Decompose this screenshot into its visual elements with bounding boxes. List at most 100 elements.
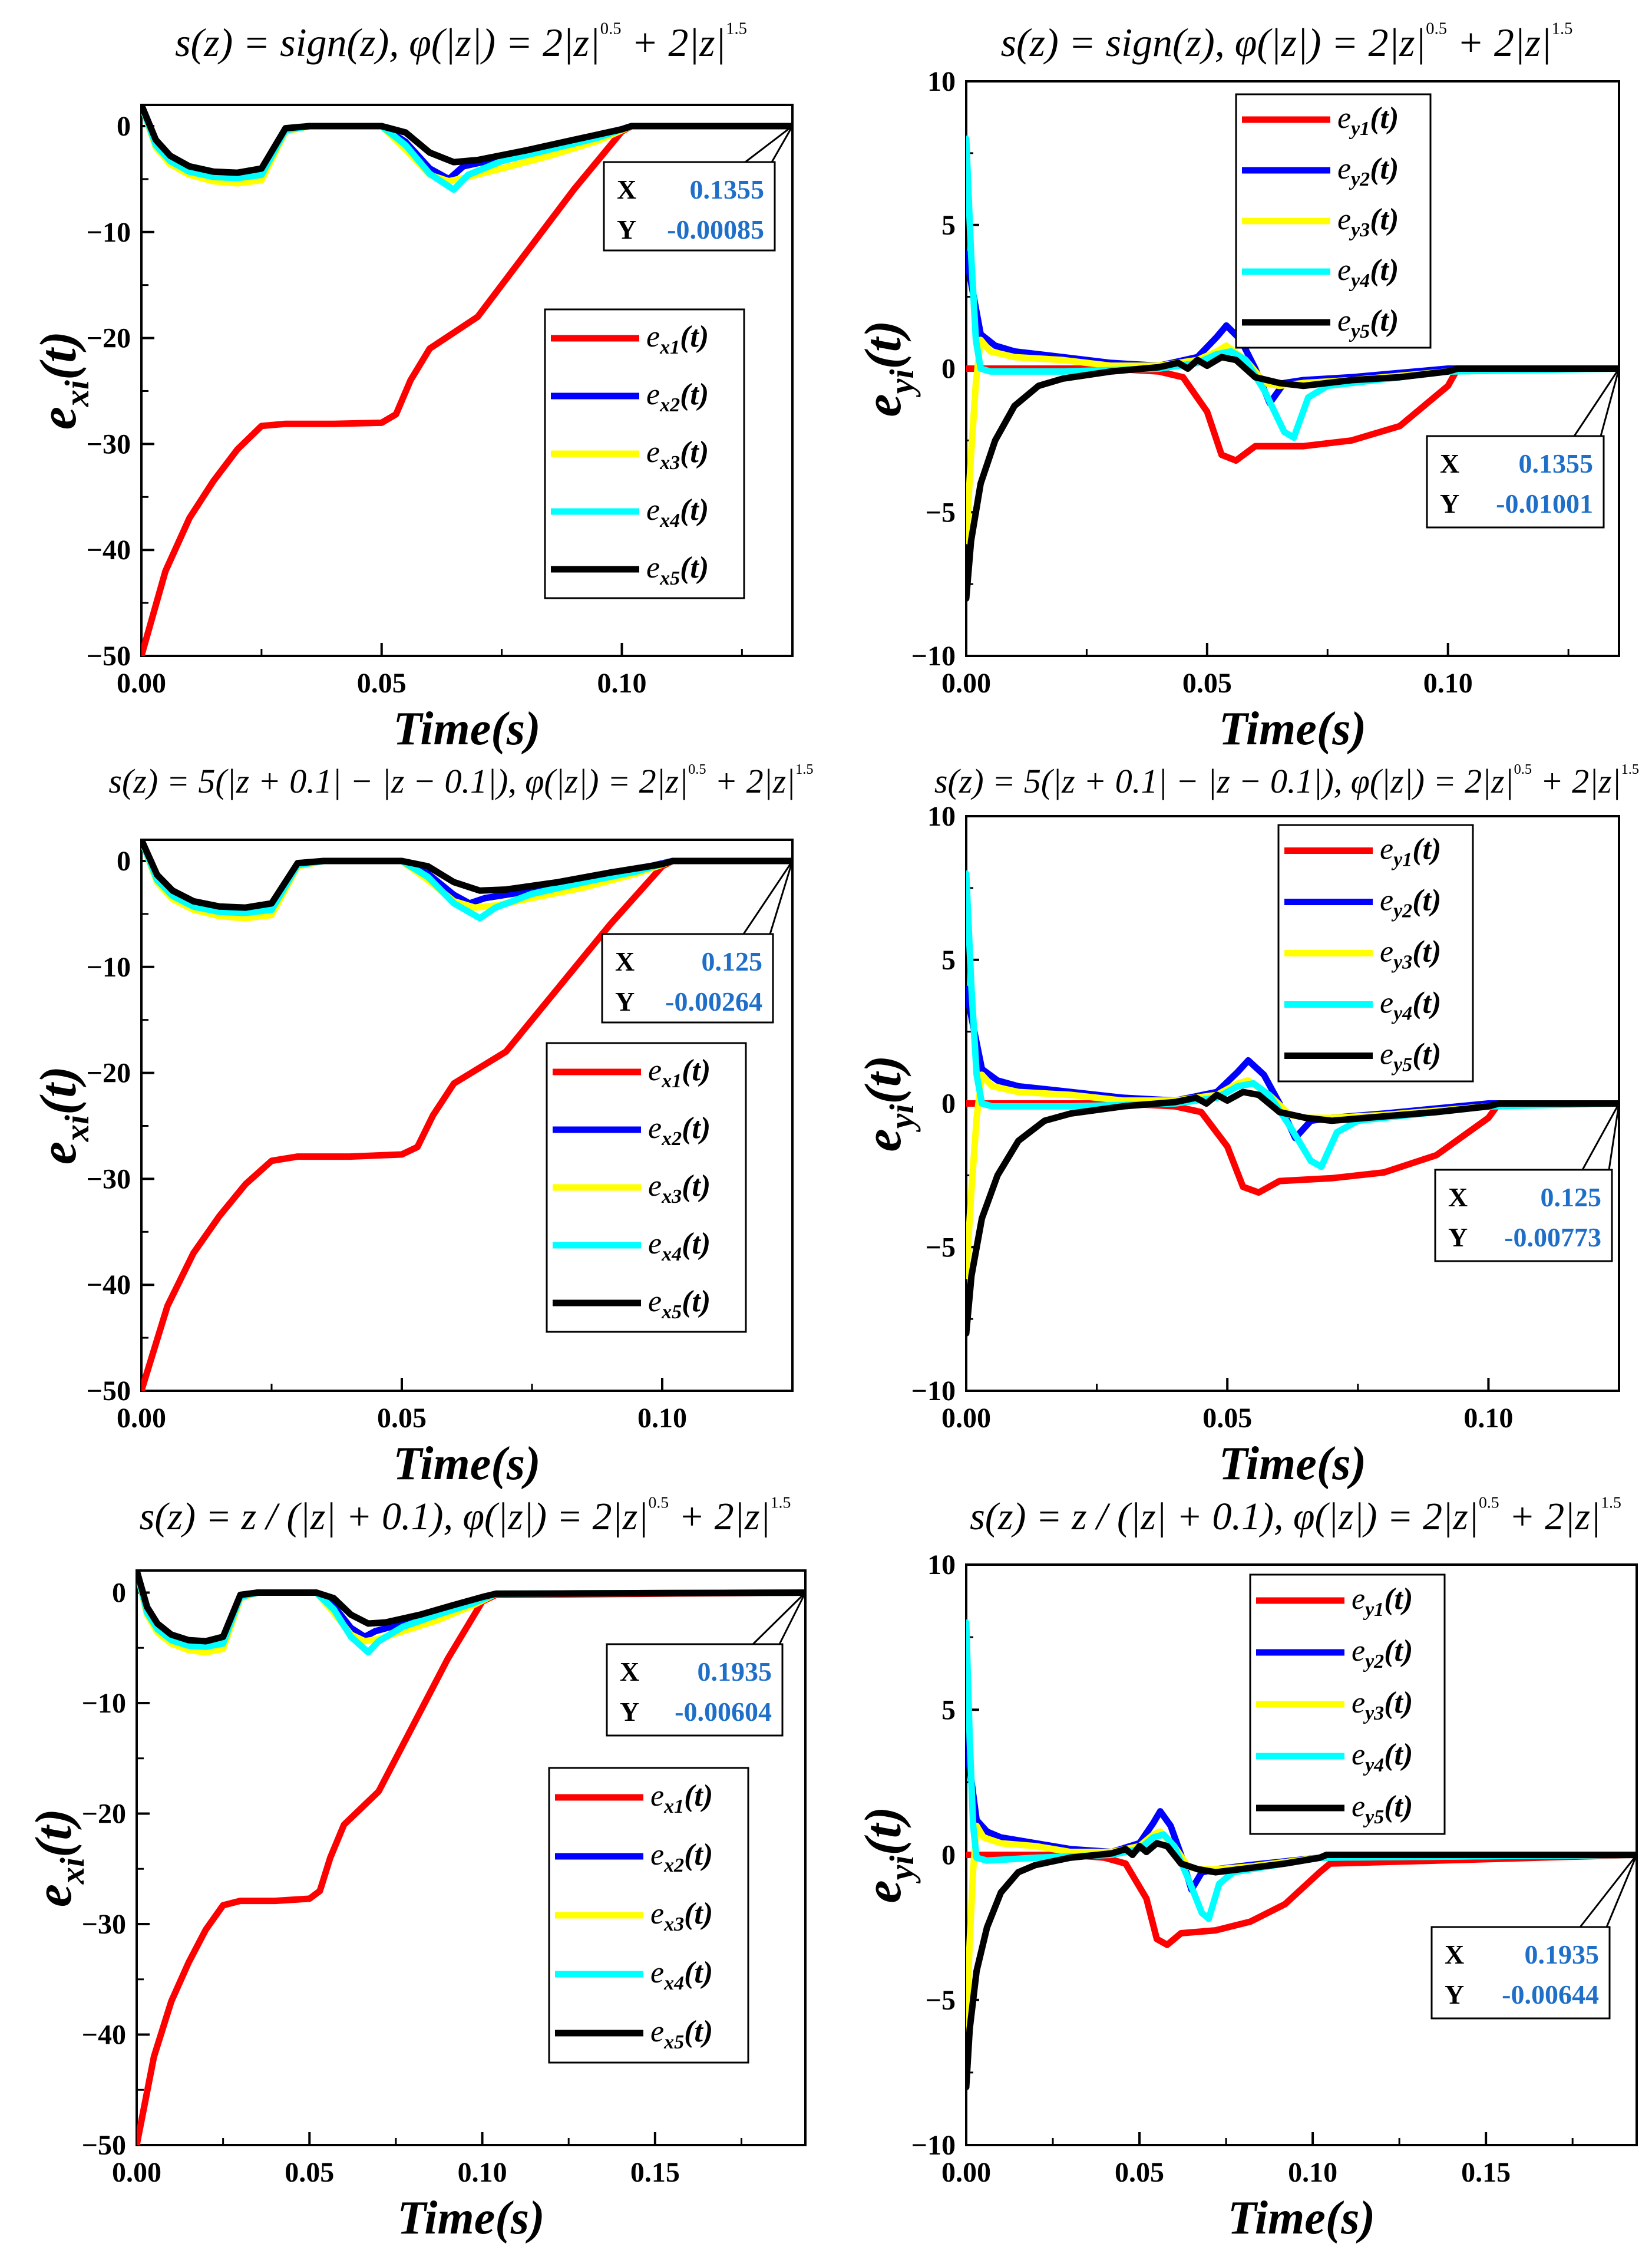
legend-item: ey2(t) (1284, 884, 1441, 922)
x-tick-label: 0.05 (285, 2157, 334, 2188)
legend-label-sub: x3 (663, 1913, 684, 1935)
y-tick-label: −50 (87, 641, 131, 672)
legend-label-arg: (t) (1384, 1582, 1413, 1616)
y-axis-label-arg: (t) (855, 1055, 912, 1104)
y-tick-label: −10 (87, 952, 131, 983)
legend-label: ey3(t) (1352, 1686, 1413, 1724)
y-tick-label: −40 (87, 1269, 131, 1301)
y-axis-label-sub: xi (58, 1115, 96, 1142)
legend-label-sub: y2 (1349, 169, 1370, 190)
marker-box (606, 1643, 784, 1737)
y-axis-label-sub: yi (883, 369, 921, 398)
legend-item: ey1(t) (1284, 833, 1441, 871)
legend-label-arg: (t) (684, 1838, 713, 1872)
y-axis-label-arg: (t) (25, 1809, 82, 1858)
legend-label-base: e (646, 320, 660, 354)
legend-item: ey1(t) (1242, 101, 1399, 140)
marker-box (603, 161, 776, 252)
legend-label-sub: x4 (661, 1243, 682, 1265)
chart-title: s(z) = z / (|z| + 0.1), φ(|z|) = 2|z|0.5… (140, 1493, 791, 1538)
legend-label: ey4(t) (1337, 253, 1399, 292)
legend-label: ex2(t) (646, 378, 709, 416)
legend-item: ey3(t) (1256, 1686, 1413, 1724)
legend: ex1(t)ex2(t)ex3(t)ex4(t)ex5(t) (546, 1042, 747, 1333)
marker-box (1430, 1926, 1611, 2020)
chart-panel-5: 0 −10 −20 −30 −40 −500.00 0.05 0.10 0.15 Time(s) e… (25, 1493, 807, 2244)
title-exponent-2: 1.5 (726, 20, 747, 38)
y-tick-label: 0 (117, 111, 131, 142)
title-plus-term: + 2|z| (706, 762, 796, 800)
data-marker: X 0.125 Y -0.00773 (1434, 1103, 1620, 1262)
title-exponent-1: 0.5 (688, 761, 706, 777)
y-axis-label-sub: yi (883, 1856, 921, 1884)
legend-label-base: e (650, 1779, 664, 1813)
legend-label-arg: (t) (684, 1956, 713, 1990)
legend-item: ex5(t) (555, 2015, 713, 2053)
x-tick-label: 0.15 (1461, 2157, 1511, 2188)
data-marker: X 0.1355 Y -0.01001 (1426, 368, 1620, 529)
legend-label-base: e (1337, 253, 1351, 287)
title-s-function: s(z) = 5(|z + 0.1| − |z − 0.1|), (108, 762, 525, 800)
chart-title: s(z) = sign(z), φ(|z|) = 2|z|0.5 + 2|z|1… (1001, 20, 1573, 65)
x-axis-label: Time(s) (1228, 2192, 1375, 2244)
marker-y-label: Y (620, 1697, 639, 1727)
legend-item: ex2(t) (551, 378, 709, 416)
chart-title: s(z) = sign(z), φ(|z|) = 2|z|0.5 + 2|z|1… (175, 20, 747, 65)
legend-label-base: e (650, 2015, 664, 2048)
legend-label-base: e (1380, 884, 1393, 918)
legend-label-arg: (t) (1412, 1038, 1441, 1071)
title-plus-term: + 2|z| (1499, 1495, 1601, 1538)
y-axis-label: eyi(t) (855, 1807, 921, 1903)
legend-label-arg: (t) (1412, 884, 1441, 918)
legend-item: ex3(t) (555, 1897, 713, 1935)
data-marker: X 0.125 Y -0.00264 (601, 860, 794, 1024)
series-line-1 (141, 123, 792, 656)
legend-label-base: e (1380, 987, 1393, 1020)
legend: ey1(t)ey2(t)ey3(t)ey4(t)ey5(t) (1277, 824, 1474, 1083)
x-tick-label: 0.05 (357, 668, 407, 699)
marker-leader-line (742, 860, 794, 935)
legend-label: ey5(t) (1380, 1038, 1441, 1076)
y-tick-label: 0 (117, 846, 131, 877)
x-axis-label: Time(s) (393, 1438, 540, 1490)
legend-label-sub: x5 (659, 568, 680, 589)
legend-item: ex5(t) (553, 1285, 711, 1323)
y-axis-label: eyi(t) (855, 321, 921, 417)
marker-leader-line (1581, 1103, 1620, 1170)
legend-label-arg: (t) (1370, 101, 1399, 135)
title-plus-term: + 2|z| (669, 1495, 771, 1538)
legend-item: ex1(t) (555, 1779, 713, 1817)
x-axis-label: Time(s) (1219, 703, 1366, 755)
legend-label: ex1(t) (648, 1054, 711, 1092)
legend-label-sub: x3 (661, 1186, 682, 1207)
legend-label-sub: x4 (663, 1972, 684, 1994)
legend-label-base: e (1380, 935, 1393, 969)
title-s-function: s(z) = sign(z), (1001, 20, 1235, 65)
legend-label: ey4(t) (1380, 987, 1441, 1025)
series-line-5 (137, 1571, 805, 1645)
marker-y-value: -0.00644 (1502, 1979, 1599, 2010)
legend-label-sub: y4 (1363, 1754, 1384, 1776)
marker-x-value: 0.125 (1541, 1182, 1602, 1212)
legend-label-arg: (t) (1370, 152, 1399, 186)
legend-label-arg: (t) (684, 1779, 713, 1813)
x-tick-label: 0.05 (1182, 668, 1232, 699)
y-axis-label-base: e (855, 394, 912, 417)
marker-x-value: 0.125 (702, 946, 763, 976)
legend-label-sub: y1 (1349, 118, 1370, 140)
legend-label-arg: (t) (682, 1227, 711, 1261)
y-tick-label: −20 (87, 1058, 131, 1089)
legend-label-arg: (t) (684, 1897, 713, 1931)
legend-label-arg: (t) (680, 378, 709, 411)
legend-label: ex1(t) (650, 1779, 713, 1817)
marker-x-label: X (617, 174, 636, 204)
series-line-1 (966, 1100, 1619, 1196)
y-tick-label: −30 (87, 428, 131, 460)
marker-x-value: 0.1935 (698, 1657, 772, 1687)
legend-label-base: e (646, 551, 660, 585)
legend-label-base: e (648, 1169, 662, 1203)
legend-label: ex3(t) (648, 1169, 711, 1207)
legend-label-sub: x5 (661, 1301, 682, 1323)
marker-x-label: X (620, 1657, 639, 1687)
